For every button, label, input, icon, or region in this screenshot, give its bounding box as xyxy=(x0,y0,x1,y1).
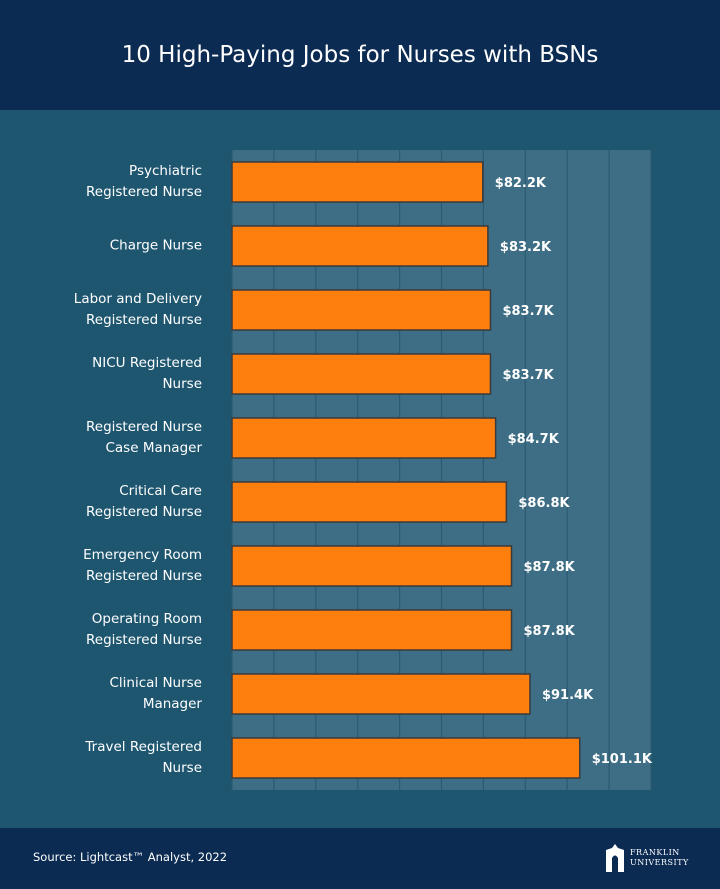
data-label: $101.1K xyxy=(592,752,653,767)
bar xyxy=(231,225,489,267)
data-label: $82.2K xyxy=(495,176,547,191)
data-label: $83.7K xyxy=(502,368,554,383)
category-label: Registered Nurse Case Manager xyxy=(86,419,202,456)
header: 10 High-Paying Jobs for Nurses with BSNs xyxy=(0,0,720,110)
category-label: Psychiatric Registered Nurse xyxy=(86,163,202,200)
university-building-icon xyxy=(606,844,624,872)
category-label: Clinical Nurse Manager xyxy=(109,675,202,712)
data-label: $86.8K xyxy=(518,496,570,511)
category-label: Emergency Room Registered Nurse xyxy=(83,547,202,584)
source-note: Source: Lightcast™ Analyst, 2022 xyxy=(33,850,228,864)
category-label: Travel Registered Nurse xyxy=(85,739,202,776)
bar xyxy=(231,417,497,459)
data-label: $83.2K xyxy=(500,240,552,255)
logo-text-line: UNIVERSITY xyxy=(630,858,689,867)
category-label: NICU Registered Nurse xyxy=(92,355,202,392)
bar xyxy=(231,545,513,587)
bar xyxy=(231,737,581,779)
data-label: $83.7K xyxy=(502,304,554,319)
category-label: Critical Care Registered Nurse xyxy=(86,483,202,520)
bar xyxy=(231,609,513,651)
bar xyxy=(231,289,492,331)
category-label: Operating Room Registered Nurse xyxy=(86,611,202,648)
logo-text-line: FRANKLIN xyxy=(630,848,680,857)
franklin-logo: FRANKLIN UNIVERSITY xyxy=(604,844,689,872)
chart-title: 10 High-Paying Jobs for Nurses with BSNs xyxy=(121,42,599,68)
bar xyxy=(231,353,492,395)
data-label: $91.4K xyxy=(542,688,594,703)
data-label: $84.7K xyxy=(508,432,560,447)
bar xyxy=(231,673,531,715)
data-label: $87.8K xyxy=(524,560,576,575)
data-label: $87.8K xyxy=(524,624,576,639)
bar xyxy=(231,161,484,203)
footer: Source: Lightcast™ Analyst, 2022 FRANKLI… xyxy=(0,828,720,889)
category-label: Labor and Delivery Registered Nurse xyxy=(73,291,202,328)
bar xyxy=(231,481,508,523)
category-label: Charge Nurse xyxy=(109,237,202,254)
